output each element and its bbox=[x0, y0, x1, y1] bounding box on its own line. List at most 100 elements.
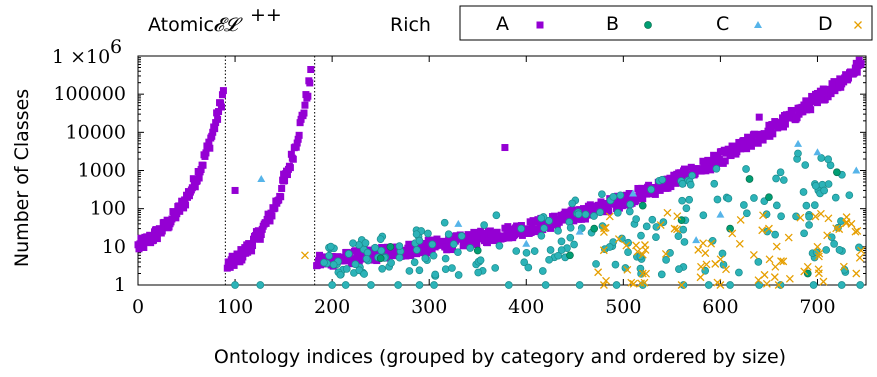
series-b-point bbox=[771, 230, 780, 239]
series-a-point bbox=[744, 133, 752, 141]
series-b-point bbox=[772, 174, 780, 183]
series-b-point bbox=[710, 179, 719, 188]
series-a-point bbox=[511, 231, 519, 239]
series-a-point bbox=[304, 92, 312, 100]
series-a-point bbox=[733, 148, 741, 156]
series-b-point bbox=[837, 281, 846, 289]
series-b-point bbox=[685, 195, 694, 204]
series-d-point bbox=[784, 233, 793, 242]
series-b-point bbox=[344, 250, 353, 258]
series-a-point bbox=[293, 139, 301, 147]
series-b-point bbox=[395, 253, 404, 262]
series-d-point bbox=[670, 224, 679, 233]
series-b-point bbox=[341, 281, 350, 289]
series-d-point bbox=[602, 276, 611, 285]
series-a-point bbox=[561, 208, 569, 216]
series-b-point bbox=[590, 224, 599, 233]
series-b-point bbox=[609, 192, 618, 201]
series-a-point bbox=[257, 231, 265, 239]
series-b-point bbox=[743, 209, 751, 218]
y-tick-top-base: 10 bbox=[86, 46, 110, 68]
series-b-point bbox=[647, 185, 655, 194]
series-a-point bbox=[239, 253, 247, 261]
series-d-point bbox=[811, 212, 820, 221]
series-b-point bbox=[328, 281, 336, 289]
x-axis-title: Ontology indices (grouped by category an… bbox=[214, 346, 786, 368]
series-b-point bbox=[410, 258, 419, 267]
legend-marker-b bbox=[644, 21, 652, 29]
series-b-point bbox=[718, 249, 727, 258]
legend-label-b: B bbox=[606, 13, 619, 35]
series-b-point bbox=[824, 180, 833, 188]
series-a-point bbox=[287, 150, 295, 158]
series-a-point bbox=[405, 240, 413, 248]
category-label-rich: Rich bbox=[390, 14, 431, 36]
series-d-point bbox=[638, 269, 647, 278]
series-b-point bbox=[231, 281, 239, 289]
series-d-point bbox=[785, 274, 794, 283]
series-a-point bbox=[473, 240, 481, 248]
series-b-point bbox=[361, 239, 370, 247]
series-d-point bbox=[735, 239, 744, 248]
series-b-point bbox=[457, 232, 466, 240]
legend-marker-c bbox=[754, 21, 762, 28]
series-a-point bbox=[357, 255, 365, 263]
series-d-point bbox=[851, 227, 860, 236]
series-a-point bbox=[769, 130, 777, 138]
series-b-point bbox=[612, 281, 621, 289]
series-a-point bbox=[280, 170, 288, 178]
series-b-point bbox=[395, 242, 404, 250]
series-b-point bbox=[794, 149, 802, 158]
series-b-point bbox=[474, 268, 483, 277]
series-d-point bbox=[300, 251, 309, 260]
series-b-point bbox=[377, 246, 386, 255]
series-b-point bbox=[545, 216, 553, 225]
series-b-point bbox=[712, 164, 721, 173]
legend: A B C D bbox=[496, 13, 833, 35]
series-a-point bbox=[254, 227, 262, 235]
series-b-point bbox=[428, 240, 437, 249]
series-d-point bbox=[814, 265, 823, 274]
series-b-point bbox=[454, 248, 462, 257]
series-a-point bbox=[297, 115, 305, 123]
series-a-point bbox=[721, 157, 729, 165]
series-b-point bbox=[444, 230, 453, 239]
series-b-point bbox=[704, 281, 713, 289]
series-b-point bbox=[678, 180, 687, 188]
series-b-point bbox=[557, 246, 566, 254]
series-d-point bbox=[622, 241, 631, 250]
series-d-point bbox=[853, 226, 862, 235]
series-b-point bbox=[415, 281, 424, 289]
series-d-point bbox=[640, 278, 649, 287]
series-d-point bbox=[800, 267, 809, 276]
series-b-point bbox=[554, 226, 562, 235]
series-a-point bbox=[651, 190, 659, 198]
series-d-point bbox=[774, 281, 783, 289]
legend-label-d: D bbox=[818, 13, 833, 35]
series-a-point bbox=[294, 135, 302, 143]
series-a-point bbox=[422, 244, 430, 252]
plot-layer: 0 100 200 300 400 500 600 700 1 10 100 1000 10000 100… bbox=[53, 21, 867, 318]
series-b-point bbox=[776, 168, 785, 177]
series-a-point bbox=[550, 212, 558, 220]
x-tick-label-400: 400 bbox=[508, 296, 544, 318]
series-b-point bbox=[765, 193, 773, 202]
series-d-point bbox=[824, 214, 833, 223]
series-a-point bbox=[268, 212, 276, 220]
series-a-point bbox=[248, 247, 256, 255]
series-b-point bbox=[492, 211, 501, 220]
x-tick-label-200: 200 bbox=[314, 296, 350, 318]
series-b-point bbox=[566, 223, 575, 232]
series-a-point bbox=[547, 224, 555, 232]
series-a-point bbox=[351, 247, 359, 255]
series-b-point bbox=[750, 194, 758, 202]
series-c-point bbox=[629, 189, 638, 197]
series-c-point bbox=[522, 239, 531, 247]
series-b-point bbox=[581, 210, 590, 219]
series-d-point bbox=[629, 279, 638, 288]
series-b-point bbox=[336, 270, 345, 279]
series-d-point bbox=[857, 246, 866, 255]
x-tick-label-600: 600 bbox=[702, 296, 738, 318]
series-d-point bbox=[722, 265, 730, 274]
series-d-point bbox=[852, 269, 861, 278]
